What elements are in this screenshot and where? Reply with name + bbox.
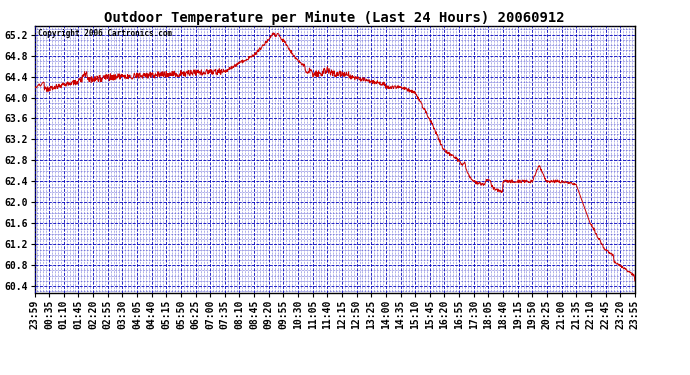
Text: Copyright 2006 Cartronics.com: Copyright 2006 Cartronics.com [37, 29, 172, 38]
Title: Outdoor Temperature per Minute (Last 24 Hours) 20060912: Outdoor Temperature per Minute (Last 24 … [104, 11, 565, 25]
